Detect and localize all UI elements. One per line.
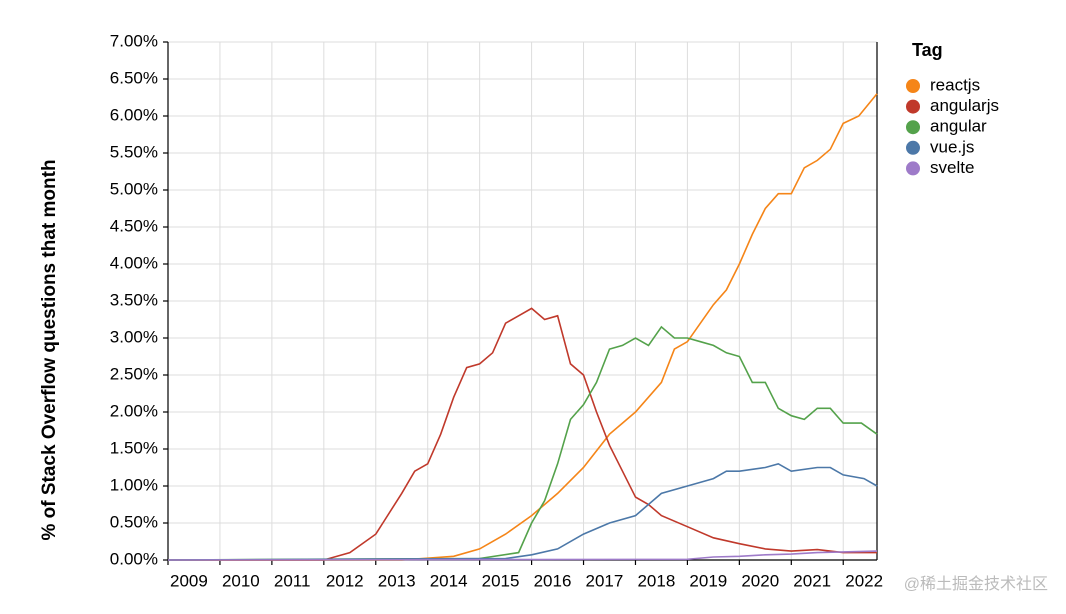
x-tick-label: 2016	[534, 571, 572, 590]
x-tick-label: 2009	[170, 571, 208, 590]
x-tick-label: 2018	[637, 571, 675, 590]
y-axis-label: % of Stack Overflow questions that month	[39, 159, 60, 540]
legend-swatch	[906, 79, 920, 93]
x-tick-label: 2022	[845, 571, 883, 590]
x-tick-label: 2011	[274, 571, 311, 590]
y-tick-label: 5.00%	[110, 179, 158, 198]
y-tick-label: 6.00%	[110, 105, 158, 124]
y-tick-label: 3.00%	[110, 327, 158, 346]
y-tick-label: 4.00%	[110, 253, 158, 272]
legend-swatch	[906, 161, 920, 176]
x-tick-label: 2013	[378, 571, 416, 590]
y-tick-label: 3.50%	[110, 290, 158, 309]
line	[167, 325, 878, 561]
x-tick-label: 2017	[586, 571, 624, 590]
line	[167, 462, 878, 561]
legend-label: svelte	[930, 158, 974, 177]
line	[168, 93, 878, 561]
y-tick-label: 1.50%	[110, 438, 158, 457]
legend-label: reactjs	[930, 75, 980, 94]
x-tick-label: 2010	[222, 571, 260, 590]
y-tick-label: 2.00%	[110, 401, 158, 420]
legend-label: vue.js	[930, 137, 974, 156]
x-tick-label: 2015	[482, 571, 520, 590]
line	[167, 550, 878, 561]
legend-swatch	[906, 140, 920, 155]
y-tick-label: 6.50%	[110, 68, 158, 87]
legend-label: angularjs	[930, 96, 999, 115]
x-tick-label: 2021	[793, 571, 831, 590]
x-tick-label: 2014	[430, 571, 468, 590]
y-tick-label: 0.00%	[110, 549, 158, 568]
y-tick-label: 1.00%	[110, 475, 158, 494]
y-tick-label: 4.50%	[110, 216, 158, 235]
x-tick-label: 2019	[689, 571, 727, 590]
watermark: @稀土掘金技术社区	[904, 575, 1048, 593]
x-tick-label: 2020	[741, 571, 779, 590]
y-tick-label: 5.50%	[110, 142, 158, 161]
legend-swatch	[906, 99, 920, 114]
y-tick-label: 0.50%	[110, 512, 158, 531]
y-tick-label: 2.50%	[110, 364, 158, 383]
line	[168, 307, 877, 561]
x-tick-label: 2012	[326, 571, 364, 590]
y-tick-label: 7.00%	[110, 31, 158, 50]
legend-swatch	[906, 120, 920, 135]
legend-label: angular	[930, 117, 987, 136]
legend-title: Tag	[912, 40, 943, 60]
